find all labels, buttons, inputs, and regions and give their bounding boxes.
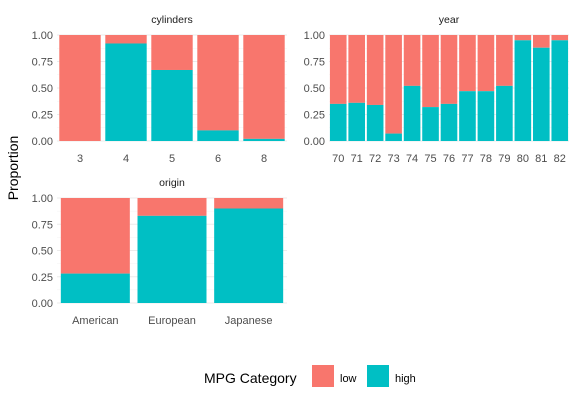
legend-swatch-high [367, 365, 389, 387]
y-tick-label: 0.50 [32, 83, 53, 95]
bar-low-year-81 [533, 35, 550, 48]
legend-swatch-low [312, 365, 334, 387]
panels-layer: cylinders 0.00 0.25 0.50 0.75 1.00 3 4 5 6 8 year 0.… [32, 14, 569, 327]
bar-low-year-78 [477, 35, 495, 92]
bar-low-year-72 [366, 35, 384, 105]
bar-high-year-79 [496, 85, 513, 141]
x-tick-label: 3 [77, 153, 83, 165]
bar-low-year-77 [459, 35, 476, 92]
x-tick-label: 78 [480, 153, 492, 165]
y-tick-label: 0.25 [32, 110, 53, 122]
x-tick-label: 5 [169, 153, 175, 165]
x-tick-label: 72 [369, 153, 381, 165]
y-tick-label: 0.75 [32, 57, 53, 69]
panel-origin: origin 0.00 0.25 0.50 0.75 1.00 American Europe… [32, 177, 287, 327]
bar-high-year-74 [403, 85, 421, 141]
y-axis-label: Proportion [5, 136, 21, 201]
x-tick-label: 76 [443, 153, 455, 165]
y-tick-label: 1.00 [304, 30, 325, 42]
bar-high-year-76 [440, 103, 458, 141]
x-tick-label: 6 [215, 153, 221, 165]
x-tick-label: 75 [424, 153, 436, 165]
bar-high-cylinders-5 [151, 69, 193, 141]
bar-high-origin-American [60, 273, 130, 303]
legend: MPG Category low high [204, 365, 416, 387]
x-tick-label: 70 [332, 153, 344, 165]
y-tick-label: 0.50 [32, 246, 53, 258]
bar-high-year-80 [514, 40, 532, 141]
bar-low-year-71 [348, 35, 365, 103]
bar-high-year-81 [533, 47, 550, 141]
y-tick-label: 0.00 [304, 136, 325, 148]
bar-low-origin-European [137, 198, 207, 216]
bar-low-year-79 [496, 35, 513, 86]
x-tick-label: 82 [554, 153, 566, 165]
bar-high-year-75 [422, 107, 439, 141]
bar-high-year-82 [551, 40, 569, 141]
x-tick-label: 74 [406, 153, 418, 165]
x-tick-label: 81 [535, 153, 547, 165]
bar-low-cylinders-8 [243, 35, 285, 139]
x-tick-label: European [148, 315, 196, 327]
bar-high-year-73 [385, 133, 402, 141]
y-tick-label: 0.50 [304, 83, 325, 95]
bar-high-year-78 [477, 91, 495, 141]
bar-high-cylinders-8 [243, 138, 285, 141]
bar-low-year-75 [422, 35, 439, 108]
legend-label-low: low [340, 373, 357, 385]
bar-low-year-74 [403, 35, 421, 86]
y-tick-label: 0.25 [32, 272, 53, 284]
bar-low-cylinders-4 [105, 35, 147, 44]
panel-year: year 0.00 0.25 0.50 0.75 1.00 70 71 72 73 74 75 76 77… [304, 14, 569, 165]
x-tick-label: 79 [498, 153, 510, 165]
bar-low-cylinders-5 [151, 35, 193, 70]
bar-high-cylinders-6 [197, 130, 239, 141]
panel-title-origin: origin [159, 177, 185, 189]
bar-high-year-71 [348, 102, 365, 141]
bar-high-origin-European [137, 215, 207, 303]
bar-low-year-70 [329, 35, 347, 104]
x-tick-label: American [72, 315, 118, 327]
bar-low-origin-American [60, 198, 130, 274]
x-tick-label: 73 [387, 153, 399, 165]
bar-high-cylinders-4 [105, 43, 147, 142]
x-tick-label: 8 [261, 153, 267, 165]
y-tick-label: 1.00 [32, 193, 53, 205]
y-tick-label: 0.75 [304, 57, 325, 69]
y-tick-label: 0.75 [32, 219, 53, 231]
x-tick-label: 77 [461, 153, 473, 165]
bar-low-cylinders-3 [59, 35, 101, 141]
y-tick-label: 0.00 [32, 136, 53, 148]
legend-label-high: high [395, 373, 416, 385]
y-tick-label: 1.00 [32, 30, 53, 42]
x-tick-label: 80 [517, 153, 529, 165]
bar-low-year-82 [551, 35, 569, 41]
x-tick-label: 4 [123, 153, 129, 165]
bar-low-cylinders-6 [197, 35, 239, 131]
x-tick-label: Japanese [225, 315, 273, 327]
bar-low-origin-Japanese [214, 198, 284, 209]
bar-high-origin-Japanese [214, 208, 284, 303]
bar-low-year-73 [385, 35, 402, 134]
bar-low-year-80 [514, 35, 532, 41]
y-tick-label: 0.00 [32, 298, 53, 310]
bar-high-year-70 [329, 103, 347, 141]
y-tick-label: 0.25 [304, 110, 325, 122]
panel-cylinders: cylinders 0.00 0.25 0.50 0.75 1.00 3 4 5 6 8 [32, 14, 287, 165]
bar-high-year-72 [366, 104, 384, 141]
panel-title-cylinders: cylinders [151, 14, 192, 26]
bar-low-year-76 [440, 35, 458, 104]
panel-title-year: year [439, 14, 460, 26]
bar-high-year-77 [459, 91, 476, 141]
legend-title: MPG Category [204, 370, 297, 386]
x-tick-label: 71 [351, 153, 363, 165]
